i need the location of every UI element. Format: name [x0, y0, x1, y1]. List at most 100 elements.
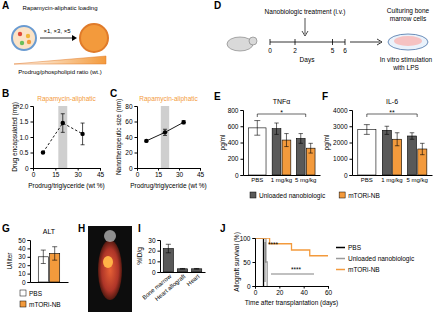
tick: 1.5	[19, 118, 33, 125]
tick-mark	[31, 137, 34, 138]
error-bar	[299, 134, 303, 144]
tick: 15	[155, 168, 163, 178]
panel-label: D	[214, 0, 221, 11]
tick-label: 2000	[333, 139, 348, 146]
chart: 015304500.51.01.52.0Rapamycin-aliphaticP…	[11, 95, 105, 190]
error-bar	[254, 121, 260, 136]
significance-bracket	[271, 274, 314, 275]
step-label: marrow cells	[390, 15, 427, 22]
legend-label: PBS	[29, 290, 43, 297]
tick-mark	[253, 262, 256, 263]
tick-mark	[241, 110, 244, 111]
tick-label: 0	[344, 172, 348, 179]
tick: 40	[18, 245, 30, 252]
axis-line	[34, 169, 101, 171]
tick-mark	[28, 240, 31, 241]
tick-mark	[158, 240, 161, 241]
tick-mark	[31, 122, 34, 123]
x-axis: 0153045	[32, 168, 105, 178]
legend: Unloaded nanobiologicmTORi-NB	[250, 192, 380, 200]
tick-mark	[241, 175, 244, 176]
head-signal	[104, 230, 116, 242]
tick-label: 50	[18, 237, 26, 244]
tick: 15	[52, 168, 60, 178]
tick: 400	[228, 139, 243, 146]
tick-label: 80	[125, 103, 133, 110]
tick-label: Heart	[186, 273, 201, 287]
tick: 0	[25, 165, 33, 172]
tick-label: Heart allograft	[154, 273, 187, 302]
chart-title: TNFα	[273, 98, 291, 105]
tick: 40	[301, 286, 309, 296]
nanoparticle	[12, 26, 36, 50]
marker	[144, 139, 148, 143]
tick-label: 1.5	[19, 118, 28, 125]
plot-area	[144, 106, 186, 168]
y-axis: 00.51.01.52.0	[19, 103, 33, 172]
line	[146, 122, 183, 141]
highlight-band	[161, 106, 169, 168]
error-bar	[182, 121, 186, 124]
tick: 0.5	[19, 149, 33, 156]
pet-image	[88, 226, 132, 312]
day-tick	[345, 39, 346, 45]
legend-label: mTORi-NB	[348, 266, 380, 273]
chart: 0204060050100Time after transplantation …	[233, 232, 415, 307]
arrow-head	[72, 35, 77, 41]
y-axis: 0102030	[148, 237, 160, 276]
tick-label: 20	[276, 289, 284, 296]
hot-spot	[103, 256, 113, 268]
significance-bracket	[265, 242, 266, 282]
tick: 0	[254, 286, 258, 296]
tick-label: 30	[176, 171, 184, 178]
tick: 20	[148, 247, 160, 254]
tick: 100	[240, 235, 255, 242]
tick-mark	[350, 143, 353, 144]
tick: 50	[18, 237, 30, 244]
bar	[296, 138, 305, 175]
tick: 0	[136, 168, 140, 178]
ratio-wedge	[14, 56, 106, 64]
tick: Heart allograft	[154, 272, 187, 302]
body-signal	[98, 240, 122, 300]
panel-label: G	[2, 223, 10, 234]
day-label: 5	[331, 47, 335, 54]
tick-label: 45	[197, 171, 205, 178]
tick-mark	[31, 106, 34, 107]
x-axis: 0204060	[254, 286, 333, 296]
x-axis: Bone marrowHeart allograftHeart	[141, 272, 205, 302]
tick: 5 mg/kg	[295, 175, 316, 183]
tick-mark	[28, 248, 31, 249]
tick-label: 40	[301, 289, 309, 296]
day-tick	[332, 39, 333, 45]
tick: 0	[22, 279, 30, 286]
step-label: with LPS	[392, 64, 419, 71]
schematic-d: Nanobiologic treatment (i.v.)0256DaysCul…	[227, 7, 433, 71]
survival-line	[255, 238, 328, 256]
legend-label: Unloaded nanobiologic	[348, 255, 415, 263]
tick-label: 1.0	[19, 134, 28, 141]
tick: 5 mg/kg	[406, 175, 427, 183]
y-axis-title: pg/ml	[323, 134, 331, 150]
tick-label: 15	[52, 171, 60, 178]
tick-mark	[135, 106, 138, 107]
legend-swatch	[20, 290, 26, 296]
legend-swatch	[336, 269, 345, 271]
tick-label: 1 mg/kg	[271, 177, 292, 183]
bar	[382, 130, 391, 175]
schematic-axis: Prodrug/phospholipid ratio (wt.)	[18, 69, 101, 75]
tick: 10	[18, 270, 30, 277]
tick-mark	[31, 168, 34, 169]
marker	[41, 150, 45, 154]
legend-swatch	[339, 192, 345, 198]
process-arrow	[350, 39, 382, 45]
axis-line	[241, 111, 244, 176]
tick: 0	[247, 283, 255, 290]
panel-label: A	[2, 0, 9, 11]
tick-label: 20	[148, 247, 156, 254]
tick-mark	[28, 274, 31, 275]
bar	[407, 136, 416, 175]
tick: 80	[125, 103, 137, 110]
tick-label: 0	[152, 269, 156, 276]
legend-swatch	[20, 301, 26, 307]
